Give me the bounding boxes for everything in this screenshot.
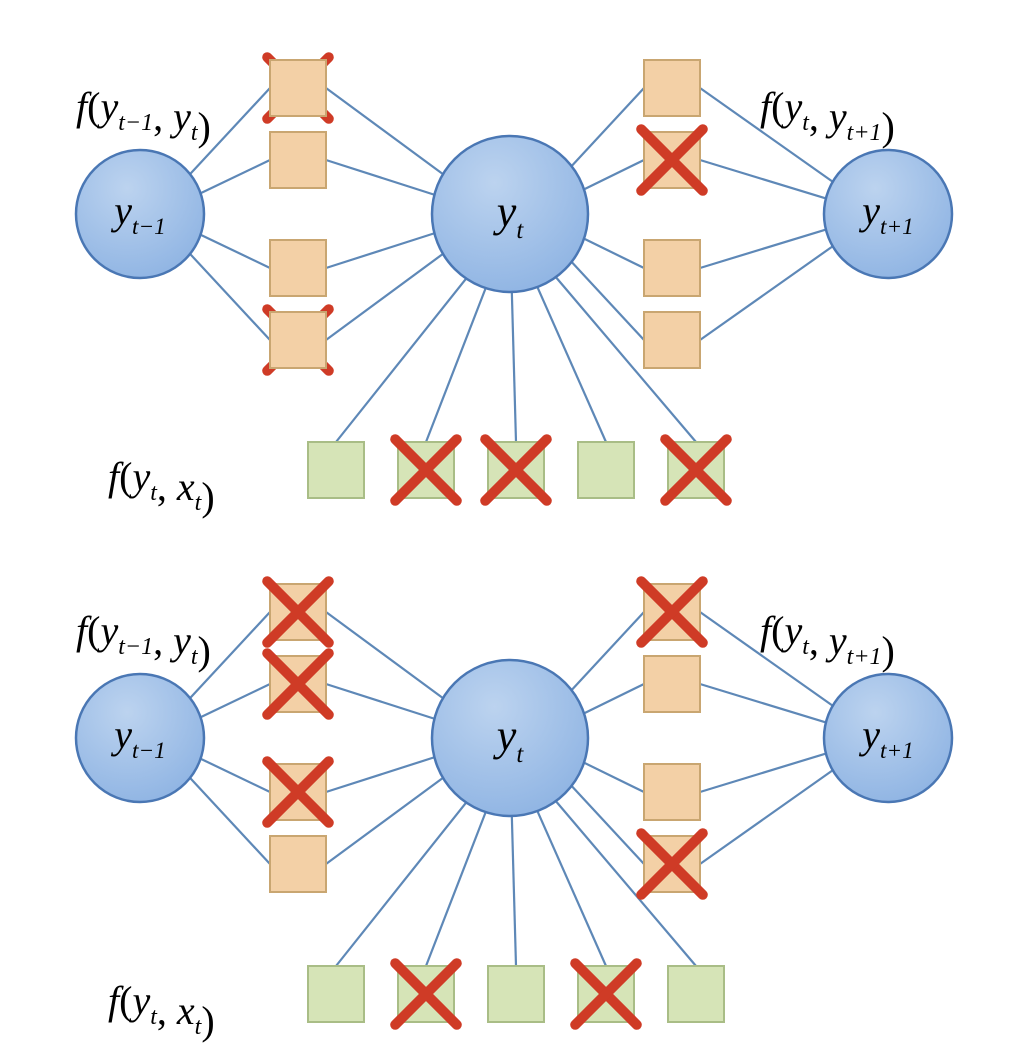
label-f-left: f(yt−1, yt)	[76, 84, 211, 149]
label-f-left: f(yt−1, yt)	[76, 608, 211, 673]
pairwise-factor	[644, 60, 700, 116]
label-f-bottom: f(yt, xt)	[108, 454, 215, 519]
pairwise-factor	[644, 312, 700, 368]
factor-graph: f(yt−1, yt)f(yt, yt+1)f(yt, xt)yt−1ytyt+…	[76, 581, 952, 1043]
unary-factor	[488, 966, 544, 1022]
pairwise-factor	[644, 656, 700, 712]
pairwise-factor	[644, 764, 700, 820]
pairwise-factor	[644, 240, 700, 296]
pairwise-factor	[270, 836, 326, 892]
unary-factor	[308, 442, 364, 498]
unary-factor	[668, 966, 724, 1022]
label-f-right: f(yt, yt+1)	[760, 84, 895, 149]
pairwise-factor	[270, 312, 326, 368]
pairwise-factor	[270, 240, 326, 296]
unary-factor	[578, 442, 634, 498]
pairwise-factor	[270, 132, 326, 188]
label-f-bottom: f(yt, xt)	[108, 978, 215, 1043]
label-f-right: f(yt, yt+1)	[760, 608, 895, 673]
factor-graph: f(yt−1, yt)f(yt, yt+1)f(yt, xt)yt−1ytyt+…	[76, 57, 952, 519]
unary-factor	[308, 966, 364, 1022]
pairwise-factor	[270, 60, 326, 116]
